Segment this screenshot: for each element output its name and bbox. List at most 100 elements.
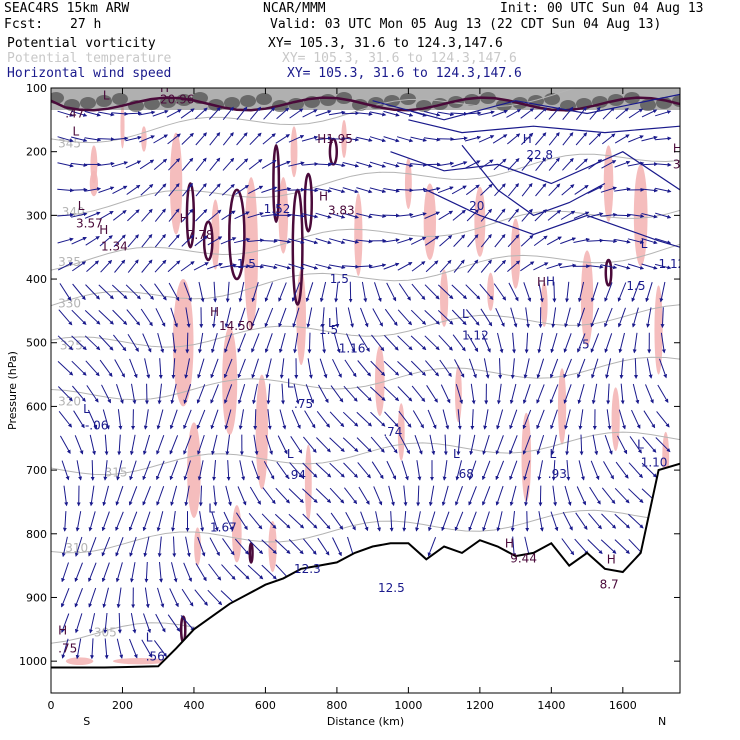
wind-arrow (469, 434, 476, 456)
wind-arrow (426, 385, 438, 403)
wind-arrow (261, 186, 278, 193)
wind-arrow (465, 184, 480, 196)
wind-arrow (614, 160, 631, 168)
wind-arrow (424, 284, 440, 300)
field-label: 1.95 (326, 132, 353, 146)
wind-arrow (116, 587, 122, 609)
wind-arrow (293, 332, 299, 354)
wind-arrow (356, 136, 373, 142)
wind-arrow (589, 106, 601, 120)
wind-arrow (536, 384, 545, 404)
wind-arrow (144, 587, 150, 609)
wind-arrow (439, 359, 452, 378)
wind-arrow (410, 136, 427, 142)
field-name-pv: Potential vorticity (7, 36, 156, 51)
wind-arrow (315, 263, 332, 270)
wind-arrow (410, 236, 427, 245)
wind-arrow (180, 261, 195, 272)
wind-arrow (316, 410, 330, 428)
pv-blob (397, 403, 405, 461)
wind-arrow (213, 281, 218, 303)
wind-arrow (342, 187, 359, 194)
wind-arrow (154, 183, 167, 197)
wind-arrow (130, 613, 137, 634)
wind-arrow (496, 511, 503, 532)
wind-arrow (547, 209, 562, 221)
wind-arrow (171, 358, 176, 379)
wind-arrow (89, 613, 96, 634)
wind-arrow (288, 135, 305, 143)
wind-arrow (87, 409, 98, 430)
wind-arrow (317, 537, 330, 556)
wind-arrow (142, 434, 151, 455)
wind-arrow (264, 307, 274, 328)
wind-arrow (548, 157, 560, 171)
wind-arrow (142, 460, 151, 481)
field-label: 14.50 (219, 319, 253, 333)
wind-arrow (563, 333, 572, 353)
wind-arrow (261, 159, 277, 169)
wind-arrow (641, 462, 657, 478)
wind-arrow (345, 512, 356, 531)
field-label: 22.8 (526, 148, 553, 162)
x-tick-label: 400 (183, 699, 204, 712)
pv-contour (604, 258, 613, 287)
wind-arrow (551, 460, 556, 481)
wind-arrow (356, 386, 372, 402)
theta-label: 320 (58, 394, 81, 408)
wind-arrow (520, 261, 535, 272)
wind-contour (408, 119, 680, 134)
wind-arrow (302, 109, 318, 118)
wind-arrow (619, 358, 624, 379)
wind-arrow (383, 110, 400, 117)
wind-arrow (142, 511, 151, 532)
wind-arrow (552, 485, 558, 507)
pv-contour (202, 220, 214, 262)
wind-arrow (660, 332, 666, 354)
wind-arrow (470, 383, 476, 405)
theta-label: 310 (65, 541, 88, 555)
field-label: .74 (383, 425, 402, 439)
wind-arrow (288, 213, 305, 218)
wind-arrow (208, 563, 222, 581)
pv-contour (228, 188, 246, 281)
wind-arrow (115, 485, 124, 506)
wind-arrow (342, 162, 360, 168)
wind-arrow (251, 460, 260, 481)
wind-arrow (342, 111, 360, 116)
wind-arrow (508, 282, 519, 302)
wind-arrow (169, 460, 178, 481)
wind-arrow (235, 158, 249, 171)
wind-arrow (71, 309, 87, 325)
wind-arrow (264, 333, 273, 353)
wind-arrow (198, 332, 204, 354)
axes: 0 200 400 600 800 1000 1200 1400 1600 100 200 300 40… (6, 82, 680, 728)
wind-arrow (112, 309, 128, 325)
wind-arrow (455, 460, 462, 481)
theta-label: 345 (58, 136, 81, 150)
wind-arrow (384, 335, 399, 351)
wind-arrow (71, 236, 87, 245)
wind-arrow (369, 111, 387, 117)
field-label: H (546, 275, 555, 289)
wind-arrow (397, 386, 413, 402)
wind-arrow (410, 360, 426, 376)
wind-arrow (656, 411, 670, 428)
wind-arrow (183, 282, 192, 302)
wind-arrow (116, 460, 123, 481)
x-tick-label: 1600 (609, 699, 637, 712)
wind-arrow (332, 537, 342, 557)
wind-arrow (194, 589, 208, 606)
wind-arrow (85, 236, 100, 246)
wind-arrow (153, 640, 167, 658)
wind-arrow (315, 238, 332, 245)
wind-arrow (155, 613, 166, 633)
wind-arrow (425, 360, 440, 377)
wind-arrow (618, 409, 626, 430)
field-label: H (523, 132, 532, 146)
wind-arrow (129, 434, 136, 456)
wind-arrow (117, 409, 123, 430)
wind-arrow (480, 208, 493, 222)
wind-arrow (84, 187, 102, 192)
wind-arrow (183, 562, 192, 582)
